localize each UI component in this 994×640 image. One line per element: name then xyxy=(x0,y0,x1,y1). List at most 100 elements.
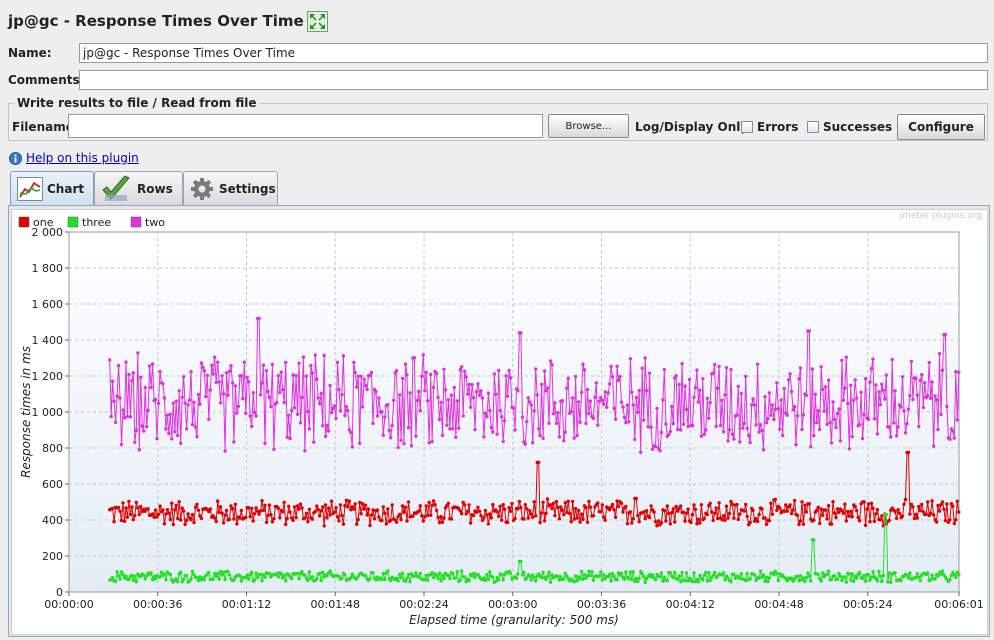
errors-checkbox[interactable] xyxy=(741,121,753,133)
help-link[interactable]: Help on this plugin xyxy=(26,151,139,165)
data-point xyxy=(612,574,616,579)
data-point xyxy=(810,367,814,371)
data-point xyxy=(665,579,669,583)
successes-checkbox[interactable] xyxy=(807,121,819,133)
data-point xyxy=(818,521,822,526)
data-point xyxy=(124,360,128,364)
data-point xyxy=(360,502,365,506)
data-point xyxy=(797,522,801,527)
data-point xyxy=(147,364,152,368)
browse-button[interactable]: Browse... xyxy=(548,114,629,138)
data-point xyxy=(399,576,403,580)
configure-button[interactable]: Configure xyxy=(897,114,985,140)
data-point xyxy=(143,509,147,513)
data-point xyxy=(723,393,727,397)
data-point xyxy=(318,571,322,575)
data-point xyxy=(307,570,312,574)
data-point xyxy=(849,509,853,514)
data-point xyxy=(190,569,195,574)
data-point xyxy=(248,573,252,577)
data-point xyxy=(770,403,775,407)
data-point xyxy=(221,521,226,525)
data-point xyxy=(822,409,826,413)
tab-settings[interactable]: Settings xyxy=(183,171,278,205)
data-point xyxy=(806,571,810,575)
data-point xyxy=(557,435,562,439)
data-point xyxy=(467,503,471,507)
data-point xyxy=(485,414,489,419)
data-point xyxy=(167,511,171,515)
data-point xyxy=(281,387,285,392)
data-point xyxy=(224,371,229,375)
expand-icon[interactable] xyxy=(307,11,328,32)
data-point xyxy=(158,575,162,579)
data-point xyxy=(855,576,859,580)
data-point xyxy=(560,399,564,403)
data-point xyxy=(847,514,851,518)
data-point xyxy=(325,516,329,520)
data-point xyxy=(386,507,390,511)
data-point xyxy=(572,436,576,440)
data-point xyxy=(690,579,695,584)
data-point xyxy=(596,423,600,427)
filename-field[interactable] xyxy=(68,114,543,138)
data-point xyxy=(186,403,190,407)
data-point xyxy=(263,441,267,445)
data-point xyxy=(677,574,681,578)
data-point xyxy=(267,395,272,399)
data-point xyxy=(508,509,513,513)
data-point xyxy=(720,518,724,522)
data-point xyxy=(952,436,956,440)
data-point xyxy=(915,393,919,397)
data-point xyxy=(466,392,470,396)
data-point xyxy=(852,398,856,403)
data-point xyxy=(625,522,630,526)
name-field[interactable]: jp@gc - Response Times Over Time xyxy=(79,43,988,63)
data-point xyxy=(819,579,823,583)
data-point xyxy=(597,574,601,578)
data-point xyxy=(207,417,211,421)
data-point xyxy=(569,410,573,414)
data-point xyxy=(618,375,622,379)
data-point xyxy=(896,425,900,429)
data-point xyxy=(190,422,195,427)
data-point xyxy=(711,518,715,523)
data-point xyxy=(844,355,848,359)
data-point xyxy=(714,424,718,428)
data-point xyxy=(417,389,421,394)
data-point xyxy=(170,437,174,441)
data-point xyxy=(656,519,661,523)
data-point xyxy=(471,396,476,400)
data-point xyxy=(328,513,332,517)
data-point xyxy=(699,434,704,438)
data-point xyxy=(316,396,320,400)
data-point xyxy=(267,571,272,576)
data-point xyxy=(319,578,323,583)
data-point xyxy=(908,394,912,398)
comments-field[interactable] xyxy=(79,70,988,90)
data-point xyxy=(832,574,837,578)
data-point xyxy=(289,576,294,581)
data-point xyxy=(532,500,536,504)
data-point xyxy=(177,500,181,504)
data-point xyxy=(516,388,520,393)
data-point xyxy=(202,578,206,582)
data-point xyxy=(497,578,501,582)
data-point xyxy=(439,514,443,519)
data-point xyxy=(220,511,224,515)
data-point xyxy=(930,499,934,503)
data-point xyxy=(847,572,851,576)
data-point xyxy=(881,573,885,578)
tab-chart[interactable]: Chart xyxy=(10,171,94,206)
data-point xyxy=(489,425,493,430)
data-point xyxy=(758,569,763,573)
data-point xyxy=(464,375,468,379)
data-point xyxy=(902,409,906,413)
data-point xyxy=(634,577,638,581)
data-point xyxy=(474,390,479,394)
data-point xyxy=(423,577,427,582)
tab-rows[interactable]: Rows xyxy=(94,171,183,205)
data-point xyxy=(846,401,850,406)
data-point xyxy=(557,517,562,521)
data-point xyxy=(397,512,402,517)
